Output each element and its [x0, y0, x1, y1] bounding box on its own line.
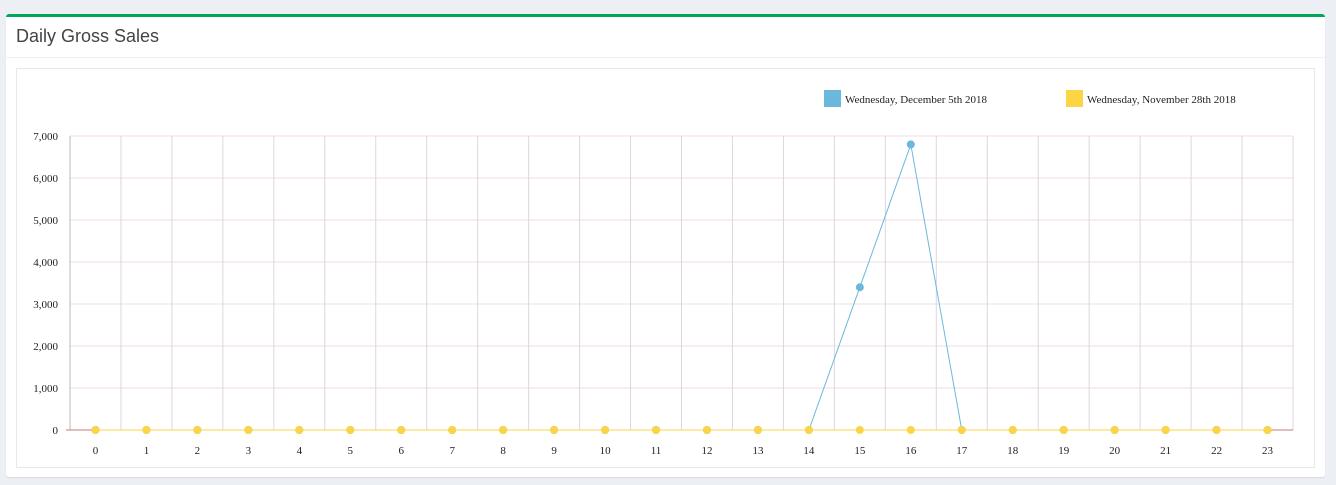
data-point — [1059, 426, 1068, 434]
chart-frame — [16, 68, 1315, 468]
panel-title: Daily Gross Sales — [16, 26, 160, 46]
data-point — [957, 426, 966, 434]
x-tick-label: 2 — [195, 445, 201, 457]
y-tick-label: 4,000 — [33, 257, 58, 269]
x-tick-label: 21 — [1160, 445, 1171, 457]
data-point — [1212, 426, 1221, 434]
data-point — [855, 283, 864, 292]
y-tick-label: 3,000 — [33, 299, 58, 311]
x-tick-label: 16 — [905, 445, 917, 457]
y-tick-label: 7,000 — [33, 131, 58, 143]
x-tick-label: 0 — [93, 445, 99, 457]
x-tick-label: 7 — [449, 445, 455, 457]
x-tick-label: 13 — [752, 445, 764, 457]
x-tick-label: 22 — [1211, 445, 1222, 457]
x-tick-label: 11 — [651, 445, 662, 457]
x-tick-label: 9 — [551, 445, 557, 457]
x-tick-label: 20 — [1109, 445, 1121, 457]
y-tick-label: 5,000 — [33, 215, 58, 227]
x-tick-label: 19 — [1058, 445, 1070, 457]
x-tick-label: 1 — [144, 445, 150, 457]
data-point — [906, 140, 915, 149]
data-point — [397, 426, 406, 434]
x-tick-label: 15 — [854, 445, 866, 457]
data-point — [906, 426, 915, 434]
x-tick-label: 14 — [803, 445, 815, 457]
data-point — [244, 426, 253, 434]
data-point — [1161, 426, 1170, 434]
legend-label: Wednesday, November 28th 2018 — [1087, 94, 1236, 106]
x-tick-label: 4 — [297, 445, 303, 457]
sales-panel: Daily Gross Sales — [6, 14, 1325, 477]
y-tick-label: 6,000 — [33, 173, 58, 185]
x-tick-label: 23 — [1262, 445, 1274, 457]
data-point — [702, 426, 711, 434]
legend-swatch — [1066, 90, 1083, 107]
data-point — [193, 426, 202, 434]
data-point — [804, 426, 813, 434]
data-point — [499, 426, 508, 434]
panel-header: Daily Gross Sales — [6, 17, 1325, 58]
x-tick-label: 8 — [500, 445, 506, 457]
legend-swatch — [824, 90, 841, 107]
data-point — [652, 426, 661, 434]
y-tick-label: 1,000 — [33, 383, 58, 395]
data-point — [1110, 426, 1119, 434]
data-point — [753, 426, 762, 434]
data-point — [1008, 426, 1017, 434]
x-tick-label: 12 — [701, 445, 712, 457]
x-tick-label: 3 — [246, 445, 252, 457]
data-point — [346, 426, 355, 434]
x-tick-label: 6 — [398, 445, 404, 457]
x-tick-label: 10 — [600, 445, 612, 457]
data-point — [601, 426, 610, 434]
data-point — [448, 426, 457, 434]
data-point — [855, 426, 864, 434]
x-tick-label: 18 — [1007, 445, 1019, 457]
x-tick-label: 5 — [348, 445, 354, 457]
data-point — [1263, 426, 1272, 434]
data-point — [91, 426, 100, 434]
y-tick-label: 2,000 — [33, 341, 58, 353]
data-point — [550, 426, 559, 434]
data-point — [142, 426, 151, 434]
y-tick-label: 0 — [53, 425, 59, 437]
data-point — [295, 426, 304, 434]
legend-label: Wednesday, December 5th 2018 — [845, 94, 987, 106]
x-tick-label: 17 — [956, 445, 968, 457]
